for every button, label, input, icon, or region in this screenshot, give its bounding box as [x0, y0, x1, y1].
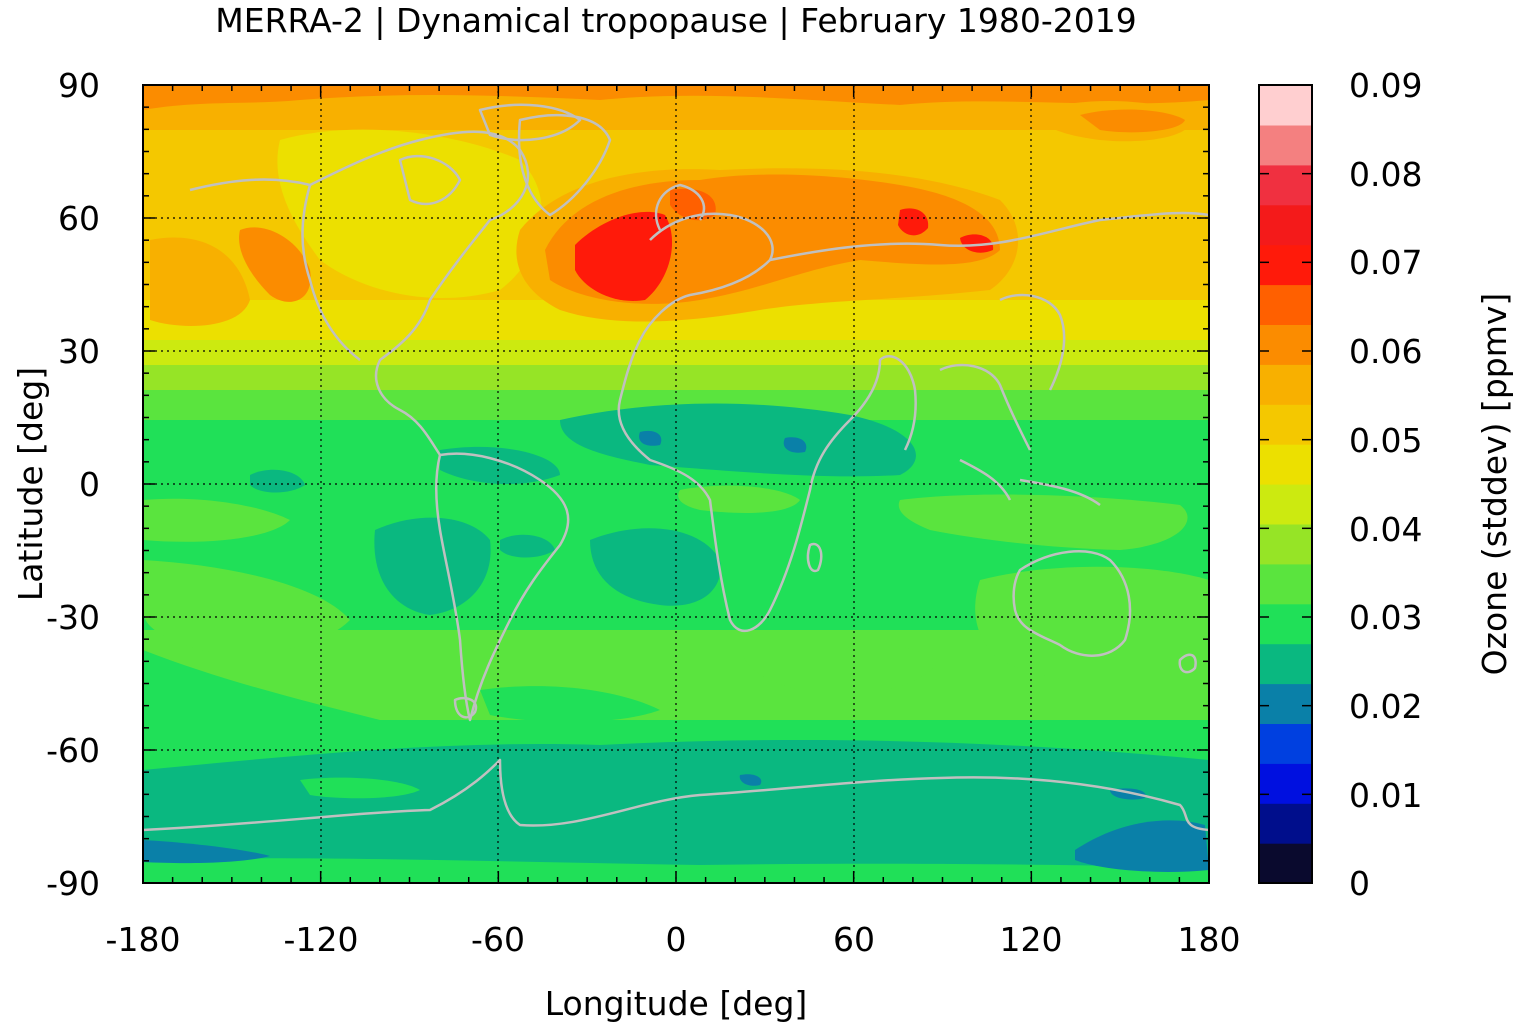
contour: [143, 840, 270, 864]
colorbar-tick-label: 0.02: [1349, 687, 1422, 726]
contour: [480, 686, 660, 722]
contour: [143, 85, 1209, 110]
colorbar-segment: [1259, 563, 1312, 605]
contour: [639, 430, 662, 446]
y-axis-label: Latitude [deg]: [11, 367, 50, 601]
y-tick-labels: 90 60 30 0 -30 -60 -90: [46, 66, 100, 903]
colorbar-segment: [1259, 723, 1312, 764]
contour: [898, 494, 1188, 550]
contour: [1080, 109, 1185, 133]
colorbar-segment: [1259, 244, 1312, 286]
colorbar-label: Ozone (stddev) [ppmv]: [1475, 293, 1514, 676]
contour: [143, 560, 350, 654]
contour: [277, 129, 542, 299]
contour: [500, 534, 555, 558]
contour: [740, 636, 940, 694]
contour: [898, 208, 929, 236]
colorbar-tick-label: 0: [1349, 864, 1370, 903]
colorbar-segment: [1259, 124, 1312, 166]
colorbar-tick-label: 0.04: [1349, 510, 1422, 549]
figure-title: MERRA-2 | Dynamical tropopause | Februar…: [215, 1, 1137, 40]
contour: [143, 650, 380, 740]
contour: [250, 469, 305, 493]
colorbar-segment: [1259, 164, 1312, 206]
contour: [783, 437, 807, 453]
y-tick-label: 30: [58, 332, 100, 371]
contour: [374, 517, 491, 615]
colorbar-segment: [1259, 484, 1312, 525]
colorbar-tick-label: 0.08: [1349, 155, 1422, 194]
colorbar-tick-label: 0.09: [1349, 66, 1422, 105]
contour: [150, 237, 250, 326]
contour: [678, 485, 800, 513]
contour: [960, 234, 994, 253]
colorbar-segment: [1259, 523, 1312, 565]
y-tick-label: 60: [58, 199, 100, 238]
contour: [739, 774, 762, 786]
axis-ticks: [142, 84, 1210, 884]
colorbar-segment: [1259, 803, 1312, 844]
contour: [975, 566, 1209, 685]
colorbar-segment: [1259, 324, 1312, 365]
x-tick-label: -60: [471, 920, 525, 959]
colorbar-segment: [1259, 284, 1312, 325]
y-tick-label: 90: [58, 66, 100, 105]
colorbar-tick-label: 0.01: [1349, 776, 1422, 815]
colorbar-tick-label: 0.05: [1349, 421, 1422, 460]
y-tick-label: -90: [46, 864, 100, 903]
colorbar-segment: [1259, 843, 1312, 884]
colorbar-ticks: [1259, 84, 1312, 884]
x-tick-label: 180: [1178, 920, 1241, 959]
contour: [1075, 820, 1209, 872]
contour: [590, 528, 721, 606]
colorbar-tick-label: 0.03: [1349, 598, 1422, 637]
colorbar-segment: [1259, 444, 1312, 485]
colorbar-tick-labels: 0.09 0.08 0.07 0.06 0.05 0.04 0.03 0.02 …: [1349, 66, 1422, 903]
x-tick-label: -120: [284, 920, 359, 959]
y-tick-label: 0: [79, 465, 100, 504]
contour: [239, 227, 311, 302]
contour: [143, 858, 1209, 883]
colorbar-segment: [1259, 603, 1312, 645]
contour: [143, 498, 290, 542]
x-axis-label: Longitude [deg]: [545, 984, 808, 1023]
x-tick-labels: -180 -120 -60 0 60 120 180: [106, 920, 1241, 959]
grid: [143, 85, 1209, 883]
colorbar-tick-label: 0.06: [1349, 332, 1422, 371]
colorbar-tick-label: 0.07: [1349, 243, 1422, 282]
colorbar-segment: [1259, 364, 1312, 405]
colorbar-segment: [1259, 85, 1312, 126]
colorbar-frame: [1258, 84, 1313, 884]
colorbar-segment: [1259, 204, 1312, 246]
colorbar-segment: [1259, 763, 1312, 804]
contour: [575, 211, 673, 301]
colorbar-segment: [1259, 643, 1312, 685]
colorbar: [1259, 85, 1312, 884]
x-tick-label: 0: [666, 920, 687, 959]
x-tick-label: 120: [1000, 920, 1063, 959]
y-tick-label: -60: [46, 731, 100, 770]
y-tick-label: -30: [46, 598, 100, 637]
x-tick-label: -180: [106, 920, 181, 959]
contour: [300, 777, 420, 799]
x-tick-label: 60: [833, 920, 875, 959]
colorbar-segment: [1259, 683, 1312, 724]
coastlines: [143, 103, 1209, 832]
colorbar-segment: [1259, 404, 1312, 445]
